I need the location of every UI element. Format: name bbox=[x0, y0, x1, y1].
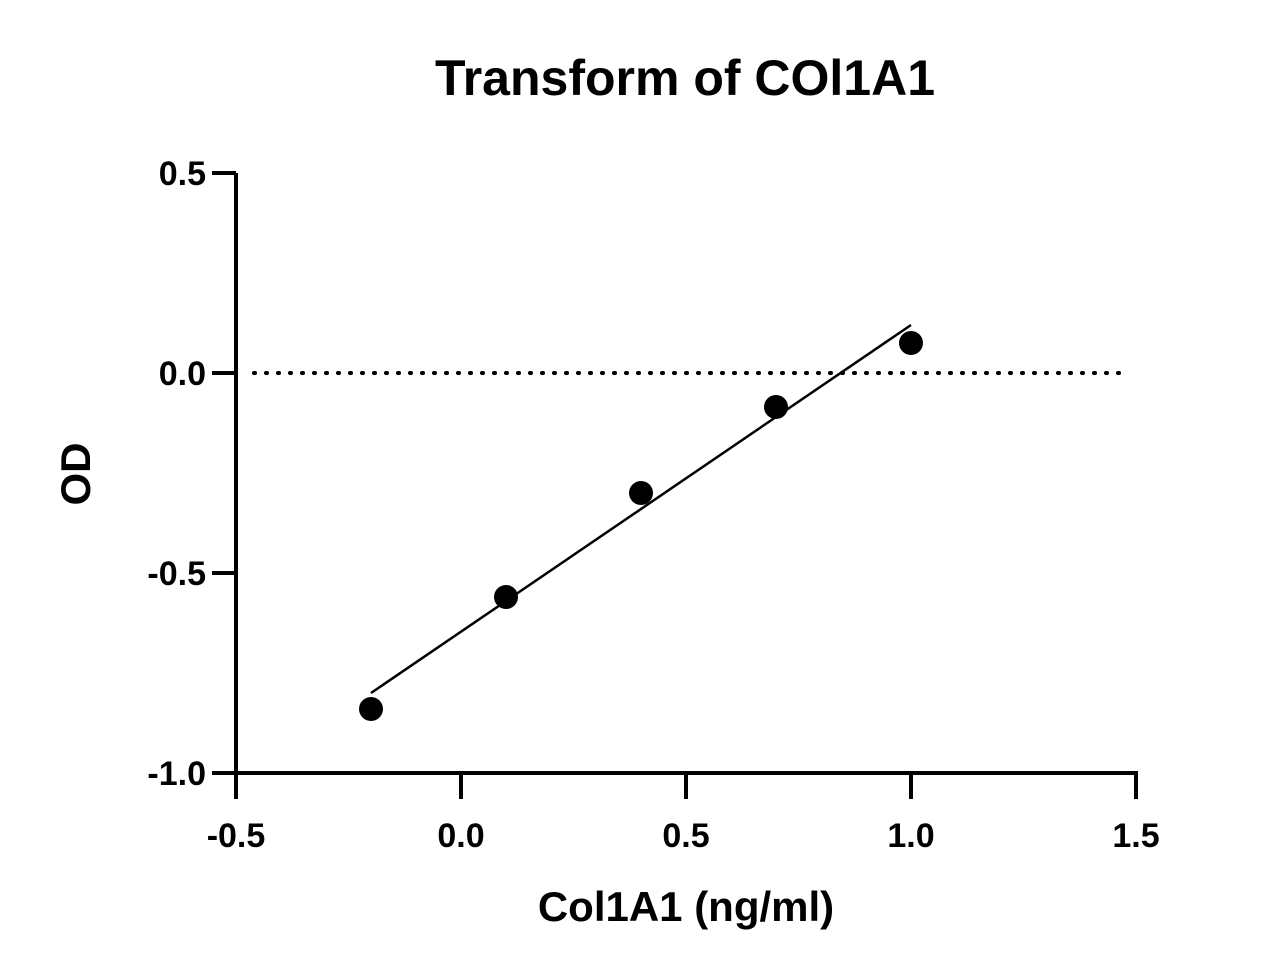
x-tick-label: 0.0 bbox=[437, 817, 484, 855]
x-axis-label: Col1A1 (ng/ml) bbox=[538, 883, 834, 930]
data-point bbox=[629, 481, 653, 505]
data-point bbox=[764, 395, 788, 419]
x-tick-label: -0.5 bbox=[207, 817, 266, 855]
y-tick-label: 0.5 bbox=[159, 155, 206, 193]
y-tick-label: -0.5 bbox=[147, 555, 206, 593]
y-tick-label: -1.0 bbox=[147, 755, 206, 793]
data-point bbox=[359, 697, 383, 721]
chart-title: Transform of COl1A1 bbox=[435, 50, 935, 106]
y-tick-label: 0.0 bbox=[159, 355, 206, 393]
regression-line bbox=[370, 323, 912, 695]
y-axis-label: OD bbox=[52, 443, 99, 506]
x-tick-label: 0.5 bbox=[662, 817, 709, 855]
data-point bbox=[494, 585, 518, 609]
plot-area: -1.0-0.50.00.5-0.5 0.0 0.5 1.0 1.5 bbox=[147, 155, 1159, 855]
x-tick-label: 1.0 bbox=[887, 817, 934, 855]
x-tick-label: 1.5 bbox=[1112, 817, 1159, 855]
data-point bbox=[899, 331, 923, 355]
